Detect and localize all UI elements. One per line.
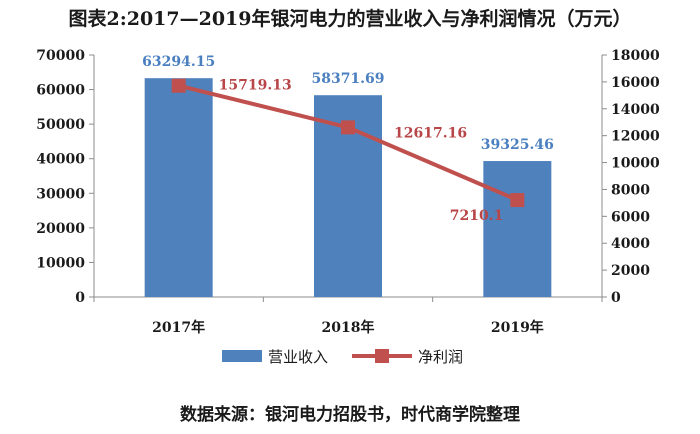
revenue-data-label: 58371.69 bbox=[311, 71, 384, 87]
legend-label-profit: 净利润 bbox=[418, 348, 463, 366]
profit-marker bbox=[341, 120, 355, 135]
left-tick-label: 60000 bbox=[36, 83, 85, 99]
right-tick-label: 18000 bbox=[611, 48, 660, 64]
profit-data-label: 7210.1 bbox=[450, 208, 504, 224]
left-tick-label: 10000 bbox=[36, 255, 85, 271]
x-tick-label: 2019年 bbox=[491, 319, 544, 336]
right-tick-label: 8000 bbox=[611, 182, 650, 198]
left-tick-label: 70000 bbox=[36, 48, 85, 64]
profit-data-label: 12617.16 bbox=[394, 125, 467, 141]
profit-data-label: 15719.13 bbox=[219, 78, 292, 94]
data-labels: 63294.15 58371.69 39325.46 15719.13 12617.16… bbox=[142, 54, 554, 224]
right-tick-label: 14000 bbox=[611, 102, 660, 118]
legend-swatch-revenue bbox=[222, 350, 262, 362]
right-tick-label: 6000 bbox=[611, 209, 650, 225]
left-tick-label: 30000 bbox=[36, 186, 85, 202]
axes: 0 10000 20000 30000 40000 50000 60000 70000 0 200… bbox=[36, 48, 660, 336]
right-tick-label: 2000 bbox=[611, 263, 650, 279]
right-tick-label: 12000 bbox=[611, 129, 660, 145]
revenue-data-label: 63294.15 bbox=[142, 54, 215, 70]
legend-marker-profit bbox=[375, 349, 389, 363]
right-tick-label: 4000 bbox=[611, 236, 650, 252]
profit-line bbox=[171, 78, 525, 208]
left-tick-label: 0 bbox=[75, 290, 85, 306]
profit-marker bbox=[171, 78, 186, 93]
chart-title: 图表2:2017—2019年银河电力的营业收入与净利润情况（万元） bbox=[68, 8, 632, 30]
left-tick-label: 20000 bbox=[36, 221, 85, 237]
right-tick-label: 16000 bbox=[611, 75, 660, 91]
left-tick-label: 40000 bbox=[36, 152, 85, 168]
profit-marker bbox=[510, 193, 525, 208]
revenue-bar bbox=[144, 78, 213, 298]
legend: 营业收入 净利润 bbox=[222, 348, 463, 366]
revenue-data-label: 39325.46 bbox=[481, 137, 554, 153]
source-note: 数据来源：银河电力招股书，时代商学院整理 bbox=[180, 405, 520, 425]
x-tick-label: 2017年 bbox=[152, 319, 205, 336]
right-tick-label: 10000 bbox=[611, 156, 660, 172]
right-tick-label: 0 bbox=[611, 290, 621, 306]
left-tick-label: 50000 bbox=[36, 117, 85, 133]
revenue-bar bbox=[483, 161, 552, 297]
x-tick-label: 2018年 bbox=[322, 319, 375, 336]
legend-label-revenue: 营业收入 bbox=[268, 348, 328, 366]
